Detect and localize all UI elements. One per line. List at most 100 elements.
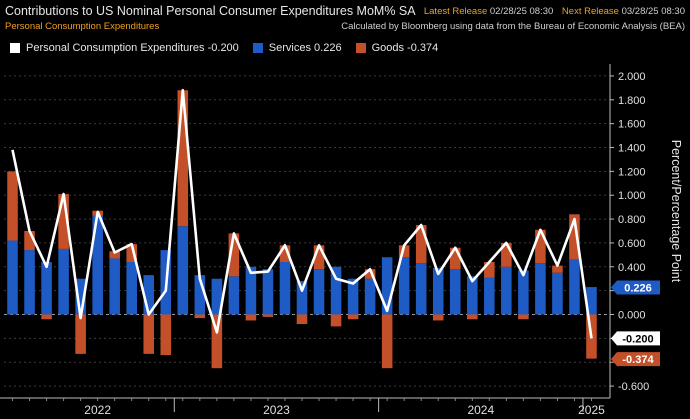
services-bar [313,269,325,315]
source-note: Calculated by Bloomberg using data from … [341,21,685,32]
goods-bar [177,90,189,227]
services-bar [484,277,495,315]
goods-bar [535,229,546,264]
goods-bar [262,314,274,317]
services-bar [177,226,189,315]
chart-title: Contributions to US Nominal Personal Con… [5,4,416,18]
goods-bar [126,244,137,263]
legend-label-goods: Goods -0.374 [371,42,439,54]
services-bar [518,270,529,315]
goods-bar [347,314,359,320]
goods-bar [194,314,206,319]
last-value-flag: 0.226 [611,280,660,295]
goods-bar [245,314,257,321]
goods-bar [398,245,410,258]
services-bar [228,276,240,315]
y-tick-label: 1.200 [618,166,646,178]
services-bar [330,266,342,315]
goods-bar [501,242,512,267]
goods-bar [228,233,240,277]
services-bar [262,269,274,315]
y-tick-label: 1.600 [618,119,646,131]
y-tick-label: 0.000 [618,310,646,322]
y-tick-label: -0.600 [618,381,649,393]
goods-bar [75,314,86,354]
services-bar [398,257,410,315]
services-bar [296,281,308,315]
goods-bar [24,231,35,251]
legend-swatch-pce [10,43,20,53]
goods-bar [449,247,461,270]
flag-shape [611,280,660,295]
release-info: Latest Release 02/28/25 08:30 Next Relea… [424,6,685,17]
services-bar [211,278,223,315]
goods-bar [313,245,325,270]
services-bar [75,278,86,315]
services-bar [449,269,461,315]
services-bar [347,278,359,315]
last-value-flag: -0.374 [611,352,660,367]
series-subtitle: Personal Consumption Expenditures [5,21,160,32]
x-year-label: 2025 [578,403,605,417]
goods-bar [330,314,342,327]
legend-item-services[interactable]: Services 0.226 [252,42,342,54]
goods-bar [381,314,393,369]
services-bar [552,272,563,315]
goods-bar [364,269,376,279]
goods-bar [484,262,495,278]
legend-label-services: Services 0.226 [268,42,342,54]
services-bar [58,248,69,315]
goods-bar [552,265,563,273]
services-bar [126,262,137,315]
services-bar [501,266,512,315]
legend-item-goods[interactable]: Goods -0.374 [355,42,439,54]
goods-bar [569,214,580,260]
goods-bar [58,194,69,249]
chart-legend: Personal Consumption Expenditures -0.200… [10,42,452,54]
services-bar [92,215,103,315]
services-bar [143,275,155,315]
last-value-flags: 0.226 -0.200 -0.374 [611,280,660,367]
goods-bar [518,314,529,320]
services-bar [569,259,580,315]
goods-bar [109,251,120,259]
services-bar [194,275,206,315]
flag-label: 0.226 [624,283,652,295]
flag-shape [611,352,660,367]
goods-bar [279,245,291,263]
pce-line [11,88,593,339]
services-bar [41,262,52,315]
flag-label: -0.374 [622,354,654,366]
services-bar [381,257,393,315]
services-bar [586,287,597,315]
flag-label: -0.200 [622,333,653,345]
legend-swatch-goods [355,43,366,53]
x-year-label: 2022 [84,403,111,417]
last-value-flag: -0.200 [611,331,660,346]
flag-shape [611,331,660,346]
services-bar [364,278,376,315]
latest-release-value: 02/28/25 08:30 [489,6,554,17]
services-bar [279,262,291,315]
legend-item-pce[interactable]: Personal Consumption Expenditures -0.200 [10,42,239,54]
legend-label-pce: Personal Consumption Expenditures -0.200 [26,42,239,54]
x-year-label: 2023 [263,403,290,417]
services-bar [432,267,444,315]
services-bar [467,276,478,315]
services-bar [7,240,18,315]
y-tick-label: 0.400 [618,262,646,274]
goods-bar [467,314,478,320]
y-tick-label: 0.800 [618,214,646,226]
goods-bar [296,314,308,325]
services-bar [24,250,35,315]
goods-bar [7,171,18,241]
goods-bar [143,314,155,354]
goods-bar [432,314,444,321]
y-tick-label: 1.800 [618,95,646,107]
latest-release-label: Latest Release [423,6,488,17]
services-bar [109,258,120,315]
next-release-label: Next Release [561,6,619,17]
services-bar [535,263,546,315]
y-tick-label: 1.400 [618,143,646,155]
